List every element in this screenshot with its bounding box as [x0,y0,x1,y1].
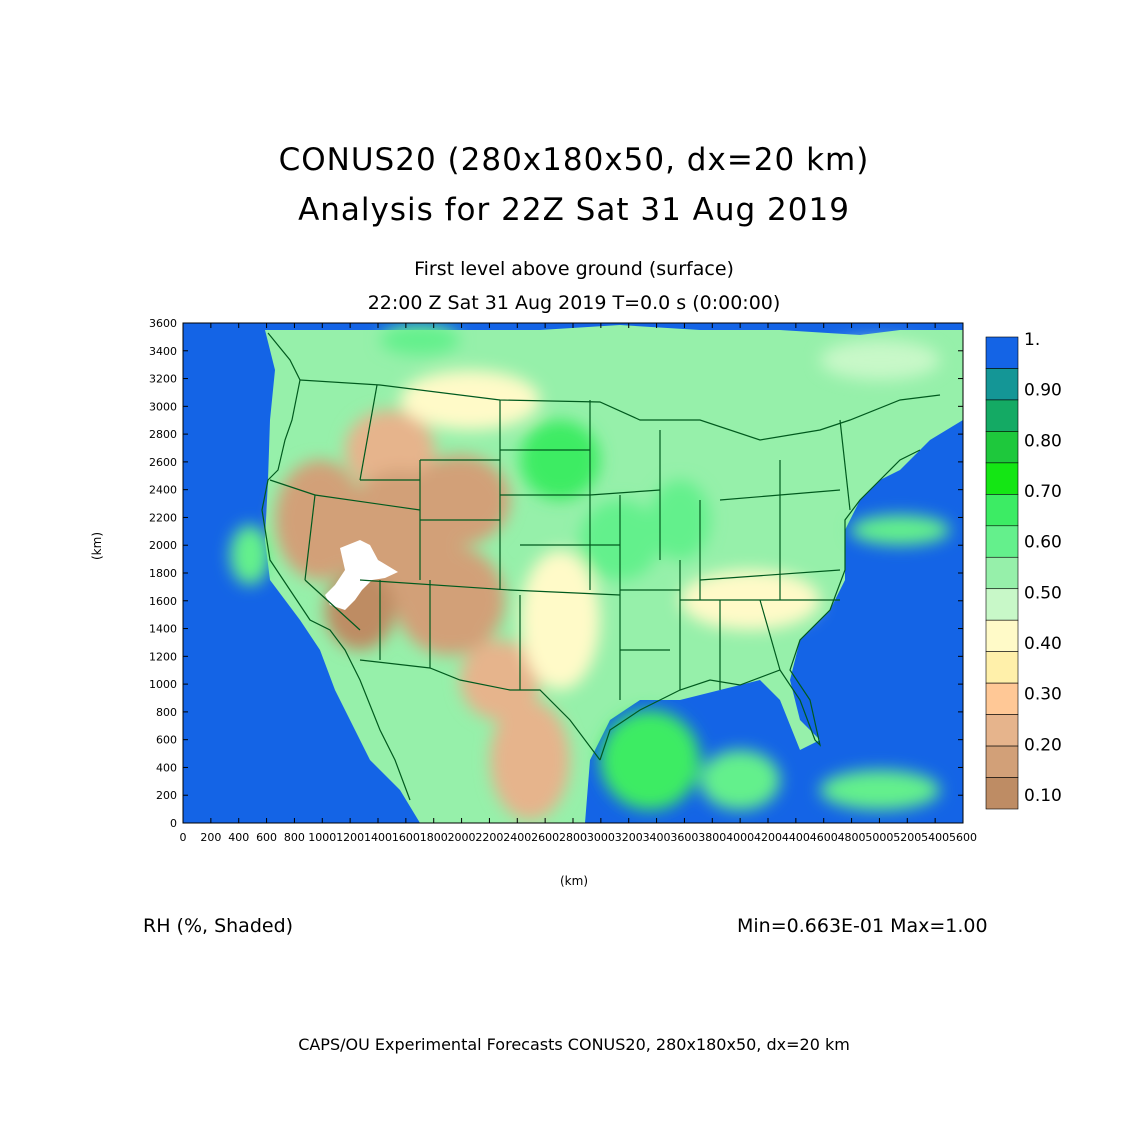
x-tick-label: 1400 [364,831,392,844]
colorbar-swatch [985,651,1019,684]
y-tick-label: 800 [156,706,177,719]
plot-title-line1: CONUS20 (280x180x50, dx=20 km) [278,142,870,178]
plot-subtitle-line1: First level above ground (surface) [414,258,734,280]
y-tick-label: 1800 [149,567,177,580]
colorbar-label: 0.50 [1024,583,1062,603]
colorbar-swatch [985,588,1019,621]
x-tick-label: 4200 [754,831,782,844]
x-tick-label: 3200 [615,831,643,844]
x-tick-label: 4000 [726,831,754,844]
colorbar-label: 0.40 [1024,634,1062,654]
y-tick-label: 3000 [149,400,177,413]
colorbar-swatch [985,525,1019,558]
colorbar-swatch [985,682,1019,715]
x-tick-label: 4600 [810,831,838,844]
colorbar-swatch [985,462,1019,495]
x-tick-label: 1800 [420,831,448,844]
colorbar-label: 1. [1024,330,1040,350]
gulf-coast [599,449,921,761]
plot-subtitle-line2: 22:00 Z Sat 31 Aug 2019 T=0.0 s (0:00:00… [367,292,781,314]
coastline-west [261,332,411,801]
x-tick-label: 2000 [448,831,476,844]
canada-border [299,379,941,441]
x-tick-label: 1000 [308,831,336,844]
x-tick-label: 5200 [893,831,921,844]
field-label: RH (%, Shaded) [143,915,294,937]
colorbar-swatch [985,336,1019,369]
x-tick-label: 800 [284,831,305,844]
y-tick-label: 3400 [149,345,177,358]
min-max-readout: Min=0.663E-01 Max=1.00 [737,915,988,937]
y-tick-label: 1600 [149,595,177,608]
colorbar-swatch [985,714,1019,747]
x-tick-label: 3400 [643,831,671,844]
x-tick-label: 2800 [559,831,587,844]
y-tick-label: 2200 [149,511,177,524]
colorbar-swatch [985,619,1019,652]
colorbar-swatch [985,399,1019,432]
x-tick-label: 600 [256,831,277,844]
y-tick-label: 2800 [149,428,177,441]
x-tick-label: 2400 [503,831,531,844]
x-tick-label: 2200 [475,831,503,844]
x-tick-label: 400 [228,831,249,844]
x-tick-label: 3000 [587,831,615,844]
y-tick-label: 400 [156,761,177,774]
colorbar-label: 0.60 [1024,533,1062,553]
footer-credit: CAPS/OU Experimental Forecasts CONUS20, … [298,1035,850,1054]
x-tick-label: 5600 [949,831,977,844]
colorbar-swatch [985,431,1019,464]
x-tick-label: 200 [200,831,221,844]
x-tick-label: 0 [180,831,187,844]
y-tick-label: 2400 [149,484,177,497]
colorbar-swatch [985,368,1019,401]
x-axis-label: (km) [560,874,589,888]
y-tick-label: 3600 [149,317,177,330]
colorbar: 1. 0.90 0.80 0.70 0.60 0.50 0.40 0.30 0.20 0.10 [985,330,1062,810]
y-tick-label: 1400 [149,623,177,636]
colorbar-label: 0.70 [1024,482,1062,502]
minimum-rh-area [325,540,398,610]
x-tick-label: 3600 [670,831,698,844]
political-boundaries [261,332,941,801]
x-tick-label: 5000 [865,831,893,844]
colorbar-label: 0.80 [1024,431,1062,451]
x-tick-label: 4400 [782,831,810,844]
colorbar-label: 0.90 [1024,381,1062,401]
x-tick-label: 4800 [838,831,866,844]
y-axis-label: (km) [90,531,104,560]
colorbar-swatch [985,777,1019,810]
colorbar-swatch [985,745,1019,778]
colorbar-swatch [985,556,1019,590]
y-tick-label: 2600 [149,456,177,469]
y-tick-label: 0 [170,817,177,830]
x-tick-label: 3800 [698,831,726,844]
colorbar-label: 0.10 [1024,786,1062,806]
colorbar-swatch [985,494,1019,527]
axis-ticks: 0 200 400 600 800 1000 1200 1400 1600 1800 2000 220… [149,317,977,844]
colorbar-label: 0.30 [1024,685,1062,705]
y-tick-label: 1000 [149,678,177,691]
x-tick-label: 1600 [392,831,420,844]
y-tick-label: 1200 [149,650,177,663]
rh-shaded-field [183,323,963,823]
y-tick-label: 600 [156,734,177,747]
y-tick-label: 2000 [149,539,177,552]
x-tick-label: 1200 [336,831,364,844]
y-tick-label: 3200 [149,373,177,386]
plot-title-line2: Analysis for 22Z Sat 31 Aug 2019 [298,192,850,228]
x-tick-label: 2600 [531,831,559,844]
x-tick-label: 5400 [921,831,949,844]
y-tick-label: 200 [156,789,177,802]
colorbar-label: 0.20 [1024,735,1062,755]
